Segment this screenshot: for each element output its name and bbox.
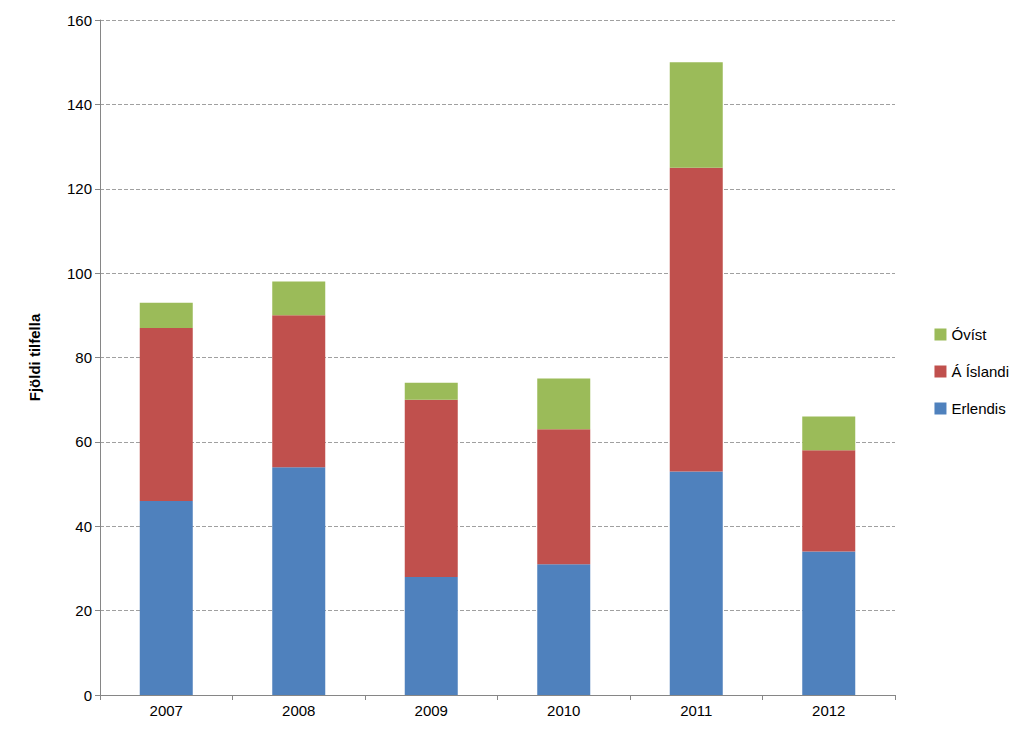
svg-text:100: 100 <box>67 265 92 282</box>
svg-text:60: 60 <box>75 433 92 450</box>
svg-text:Erlendis: Erlendis <box>951 400 1005 417</box>
svg-text:20: 20 <box>75 602 92 619</box>
svg-text:2010: 2010 <box>547 702 580 719</box>
svg-text:Óvíst: Óvíst <box>951 326 987 343</box>
svg-text:80: 80 <box>75 349 92 366</box>
svg-text:0: 0 <box>84 687 92 704</box>
svg-text:40: 40 <box>75 518 92 535</box>
svg-text:Á Íslandi: Á Íslandi <box>951 363 1009 380</box>
svg-text:2008: 2008 <box>282 702 315 719</box>
svg-text:160: 160 <box>67 12 92 29</box>
svg-text:120: 120 <box>67 180 92 197</box>
svg-text:140: 140 <box>67 96 92 113</box>
svg-text:2009: 2009 <box>415 702 448 719</box>
svg-text:2007: 2007 <box>150 702 183 719</box>
svg-text:2011: 2011 <box>680 702 712 719</box>
svg-text:Fjöldi tilfella: Fjöldi tilfella <box>26 313 43 401</box>
svg-text:2012: 2012 <box>812 702 845 719</box>
